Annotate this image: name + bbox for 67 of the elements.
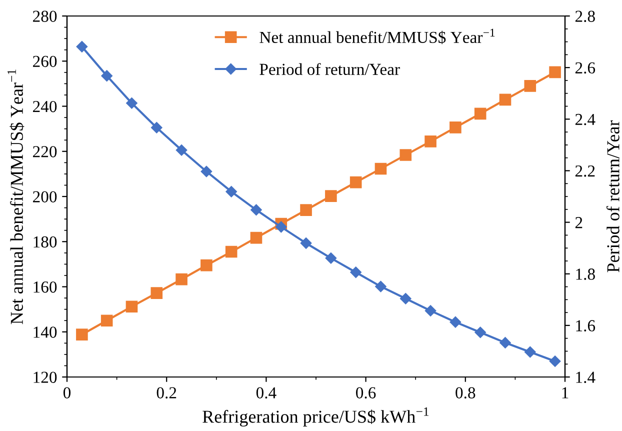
point xyxy=(350,266,362,278)
point xyxy=(325,190,337,202)
legend-label: Net annual benefit/MMUS$ Year$^{−1}$ xyxy=(260,28,495,44)
y-tick-label: 260 xyxy=(33,56,57,68)
point xyxy=(151,122,162,134)
point xyxy=(350,176,362,188)
y2-tick-label: 1.4 xyxy=(576,372,596,384)
x-tick-label: 0.8 xyxy=(456,387,476,399)
point xyxy=(100,314,113,326)
y-tick-label: 280 xyxy=(33,10,57,22)
y2-tick-label: 2.4 xyxy=(575,114,596,126)
point xyxy=(325,252,337,264)
point xyxy=(76,41,88,52)
point xyxy=(400,149,412,161)
y2-tick-label: 2.8 xyxy=(575,10,595,22)
y2-tick-label: 2 xyxy=(575,217,582,228)
point xyxy=(250,204,262,216)
x-tick-label: 0.6 xyxy=(356,387,376,399)
point xyxy=(226,186,237,198)
y-tick-label: 220 xyxy=(33,146,57,158)
point xyxy=(126,98,138,109)
y-tick-label: 200 xyxy=(33,191,57,202)
point xyxy=(450,316,462,328)
x-tick-label: 0.2 xyxy=(156,387,176,399)
point xyxy=(300,204,312,216)
point xyxy=(126,300,138,313)
y2-tick-label: 1.8 xyxy=(576,268,595,280)
point xyxy=(474,326,486,338)
point xyxy=(225,246,238,258)
point xyxy=(200,259,212,272)
point xyxy=(276,221,287,233)
y2-tick-label: 1.6 xyxy=(576,320,596,332)
point xyxy=(76,328,88,340)
point xyxy=(375,280,386,292)
point xyxy=(499,94,512,106)
point xyxy=(150,287,163,299)
point xyxy=(424,305,436,316)
point xyxy=(400,293,412,304)
y-tick-label: 120 xyxy=(34,372,57,383)
point xyxy=(549,66,561,78)
point xyxy=(524,80,536,92)
point xyxy=(176,144,188,156)
y-tick-label: 140 xyxy=(34,326,57,338)
y-tick-label: 240 xyxy=(33,100,57,112)
point xyxy=(200,166,212,178)
point xyxy=(500,337,511,348)
point xyxy=(474,108,486,120)
point xyxy=(374,162,387,175)
x-tick-label: 1 xyxy=(562,387,568,398)
x-tick-label: 0.4 xyxy=(256,387,276,399)
point xyxy=(549,356,561,367)
y-tick-label: 160 xyxy=(34,281,57,293)
point xyxy=(250,232,262,244)
y2-tick-label: 2.2 xyxy=(575,165,595,177)
point xyxy=(450,122,462,134)
point xyxy=(101,70,112,82)
point xyxy=(524,346,536,358)
y-tick-label: 180 xyxy=(34,236,57,248)
point xyxy=(176,273,188,286)
x-tick-label: 0 xyxy=(63,387,71,398)
y2-axis-title: Period of return/Year xyxy=(606,120,620,272)
point xyxy=(300,238,312,249)
y2-tick-label: 2.6 xyxy=(575,62,596,74)
legend-label: Period of return/Year xyxy=(260,63,400,75)
x-axis-title: Refrigeration price/US$ kWh$^{−1}$ xyxy=(202,407,429,427)
y-axis-title: Net annual benefit/MMUS$ Year$^{−1}$ xyxy=(8,70,24,324)
point xyxy=(424,136,436,148)
